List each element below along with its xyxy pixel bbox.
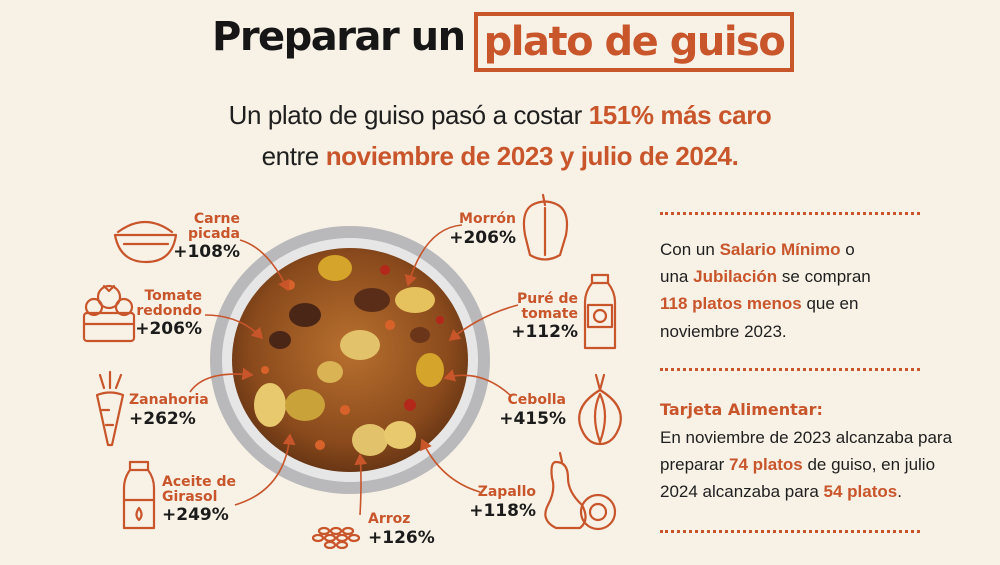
ingredient-label-tomate-redondo: Tomate redondo +206% [120,289,202,339]
subtitle-highlight: noviembre de 2023 y julio de 2024. [325,141,739,171]
info-highlight: 74 platos [729,455,803,475]
arrow-lines [189,224,519,516]
ingredient-name: Carne [193,211,240,227]
ingredient-name: Girasol [162,488,218,505]
ingredient-name: tomate [521,305,578,322]
ingredient-name: Morrón [459,211,516,227]
ingredient-percent: +206% [135,319,202,340]
info-text: . [897,482,902,502]
ingredient-label-morron: Morrón +206% [440,212,516,248]
info-text: Con un [660,240,715,259]
info-line: Con un Salario Mínimo o [660,236,960,263]
ingredient-name: Zapallo [477,484,536,500]
tarjeta-paragraph: En noviembre de 2023 alcanzaba para prep… [660,424,960,506]
squash-icon [544,451,617,531]
ingredient-label-zanahoria: Zanahoria +262% [129,393,219,429]
info-text: de guiso, en julio [807,455,936,475]
divider-bottom [660,530,920,533]
info-line: una Jubilación se compran [660,263,960,290]
ingredient-percent: +206% [449,227,516,248]
rice-icon [311,526,361,550]
info-line: noviembre 2023. [660,321,787,341]
divider-top [660,212,920,215]
divider-middle [660,368,920,371]
pepper-icon [522,193,569,261]
ingredient-percent: +415% [499,408,566,429]
meat-bowl-icon [113,220,178,264]
carrot-icon [95,370,125,447]
tomato-basket-icon [82,284,136,343]
info-highlight: Salario Mínimo [719,240,841,259]
ingredient-name: Zanahoria [129,392,209,408]
info-highlight: 118 platos menos [660,294,802,314]
ingredient-percent: +262% [129,408,196,429]
title-highlight-box: plato de guiso [474,12,794,72]
info-line: 2024 alcanzaba para 54 platos. [660,478,960,505]
info-text: se compran [781,267,871,287]
info-line: preparar 74 platos de guiso, en julio [660,451,960,478]
ingredient-name: picada [187,225,240,242]
ingredient-label-arroz: Arroz +126% [368,512,438,548]
tarjeta-title: Tarjeta Alimentar: [660,400,823,419]
ingredient-name: Aceite de [162,474,237,490]
info-text: 2024 alcanzaba para [660,482,819,502]
ingredient-percent: +112% [511,322,578,343]
ingredient-label-cebolla: Cebolla +415% [490,393,566,429]
puree-bottle-icon [583,273,617,350]
title-text: Preparar un [212,14,466,60]
ingredient-name: redondo [136,302,202,319]
onion-icon [578,373,622,446]
ingredient-label-aceite-girasol: Aceite de Girasol +249% [162,475,252,525]
ingredient-label-zapallo: Zapallo +118% [460,485,536,521]
oil-bottle-icon [122,460,156,530]
subtitle-line-1: Un plato de guiso pasó a costar 151% más… [0,100,1000,131]
ingredient-percent: +126% [368,527,435,548]
subtitle-text: entre [261,141,320,171]
subtitle-line-2: entre noviembre de 2023 y julio de 2024. [0,141,1000,172]
info-text: o [845,240,855,259]
stew-bowl-image [210,226,490,494]
ingredient-name: Arroz [368,511,411,527]
info-text: preparar [660,455,725,475]
ingredient-label-carne-picada: Carne picada +108% [160,212,240,262]
ingredient-name: Cebolla [507,392,566,408]
salario-paragraph: Con un Salario Mínimo o una Jubilación s… [660,236,960,345]
ingredient-label-pure-tomate: Puré de tomate +112% [500,292,578,342]
ingredient-name: Tomate [144,288,202,304]
ingredient-percent: +118% [469,500,536,521]
info-highlight: 54 platos [823,482,898,502]
info-highlight: Jubilación [693,267,778,287]
info-line: En noviembre de 2023 alcanzaba para [660,428,953,447]
info-line: 118 platos menos que en [660,290,960,317]
title-highlight-text: plato de guiso [483,19,786,65]
info-text: que en [806,294,859,314]
ingredient-percent: +108% [173,242,240,263]
ingredient-percent: +249% [162,505,229,526]
ingredient-name: Puré de [516,291,578,307]
subtitle-highlight: 151% más caro [588,100,772,130]
subtitle-text: Un plato de guiso pasó a costar [228,100,583,130]
info-text: una [660,267,689,287]
